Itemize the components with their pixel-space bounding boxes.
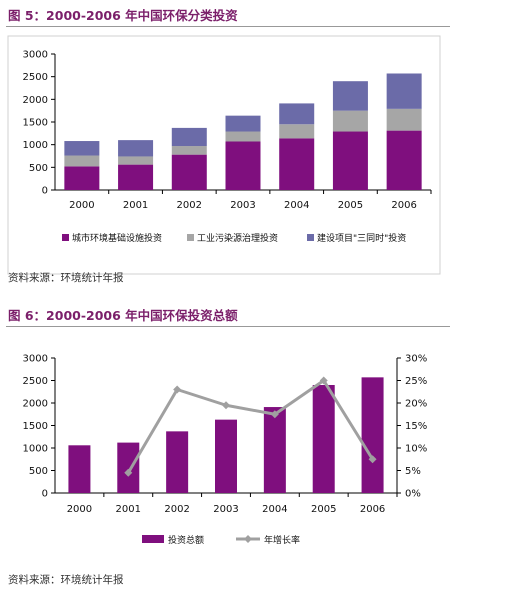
bar-segment <box>279 103 315 125</box>
x-tick-label: 2004 <box>284 200 309 211</box>
legend-label-bar: 投资总额 <box>168 534 204 546</box>
x-tick-label: 2000 <box>67 504 92 515</box>
y-tick-label-right: 15% <box>405 421 427 432</box>
x-tick-label: 2004 <box>262 504 287 515</box>
figure5-source: 资料来源：环境统计年报 <box>8 272 124 284</box>
bar <box>263 407 286 493</box>
legend-label-line: 年增长率 <box>264 534 300 546</box>
x-tick-label: 2003 <box>230 200 255 211</box>
legend-swatch <box>62 234 69 241</box>
bar-segment <box>171 127 207 147</box>
x-tick-label: 2006 <box>391 200 416 211</box>
bar-segment <box>225 131 261 142</box>
figure6-title-rule <box>6 326 450 327</box>
bar-segment <box>332 81 368 111</box>
bar-segment <box>64 155 100 167</box>
legend-label: 建设项目"三同时"投资 <box>317 232 406 244</box>
chart-area-border <box>7 35 441 275</box>
bar-segment <box>279 124 315 139</box>
y-tick-label-right: 5% <box>405 466 421 477</box>
y-tick-label-right: 0% <box>405 489 421 500</box>
bar <box>117 442 140 493</box>
bar-segment <box>386 130 422 190</box>
bar-segment <box>279 138 315 190</box>
legend-marker-line <box>244 535 252 543</box>
y-tick-label-left: 500 <box>29 466 48 477</box>
legend-swatch <box>307 234 314 241</box>
x-tick-label: 2001 <box>123 200 148 211</box>
y-tick-label: 3000 <box>23 50 48 61</box>
figure5-title-rule <box>6 26 450 27</box>
bar-segment <box>332 131 368 190</box>
y-tick-label-right: 25% <box>405 376 427 387</box>
y-tick-label-left: 2500 <box>23 376 48 387</box>
bar-segment <box>118 156 154 165</box>
bar <box>361 377 384 493</box>
y-tick-label-left: 3000 <box>23 354 48 365</box>
legend-label: 城市环境基础设施投资 <box>72 232 162 244</box>
growth-marker <box>222 401 230 410</box>
bar-segment <box>64 141 100 156</box>
x-tick-label: 2006 <box>360 504 385 515</box>
growth-line <box>126 379 374 474</box>
x-tick-label: 2000 <box>69 200 94 211</box>
y-tick-label: 2500 <box>23 72 48 83</box>
x-tick-label: 2002 <box>164 504 189 515</box>
y-tick-label: 1500 <box>23 118 48 129</box>
bar <box>68 445 91 493</box>
y-tick-label-right: 10% <box>405 444 427 455</box>
bar <box>166 431 189 493</box>
y-tick-label: 1000 <box>23 140 48 151</box>
growth-marker <box>270 410 279 419</box>
bar-segment <box>118 164 154 190</box>
figure6-title: 图 6：2000-2006 年中国环保投资总额 <box>8 308 238 323</box>
legend-swatch-bar <box>142 535 164 543</box>
y-tick-label-left: 0 <box>42 489 48 500</box>
y-tick-label-left: 1000 <box>23 444 48 455</box>
bar <box>312 385 335 493</box>
x-tick-label: 2001 <box>116 504 141 515</box>
growth-marker <box>173 385 182 394</box>
y-tick-label: 0 <box>42 186 48 197</box>
legend-swatch <box>187 234 194 241</box>
bar-segment <box>332 110 368 132</box>
bar-segment <box>386 108 422 131</box>
bar <box>215 419 237 493</box>
figure6-bar-line-chart: 0 500 1000 1500 2000 2500 3000 0% 5% 10% 15% 20% 25%… <box>23 354 428 547</box>
x-tick-label: 2005 <box>338 200 363 211</box>
y-tick-label: 500 <box>29 163 48 174</box>
growth-marker <box>368 455 377 464</box>
figure6-source: 资料来源：环境统计年报 <box>8 574 124 586</box>
growth-marker <box>319 376 328 385</box>
bar-segment <box>386 73 422 109</box>
y-tick-label-left: 2000 <box>23 399 48 410</box>
growth-marker <box>124 468 133 477</box>
y-tick-label-right: 30% <box>405 354 427 365</box>
bar-segment <box>171 146 207 155</box>
x-tick-label: 2003 <box>213 504 238 515</box>
y-tick-label-left: 1500 <box>23 421 48 432</box>
bar-segment <box>118 140 154 157</box>
bar-segment <box>171 154 207 190</box>
x-tick-label: 2005 <box>311 504 336 515</box>
x-tick-label: 2002 <box>177 200 202 211</box>
legend-label: 工业污染源治理投资 <box>197 232 278 244</box>
bar-segment <box>64 166 100 190</box>
y-tick-label-right: 20% <box>405 399 427 410</box>
bar-segment <box>225 141 261 190</box>
bar-segment <box>225 115 261 132</box>
y-tick-label: 2000 <box>23 95 48 106</box>
figure5-stacked-bar-chart: 0 500 1000 1500 2000 2500 3000 2000 2001 2002 2003… <box>7 35 441 275</box>
figure5-title: 图 5：2000-2006 年中国环保分类投资 <box>8 8 238 23</box>
